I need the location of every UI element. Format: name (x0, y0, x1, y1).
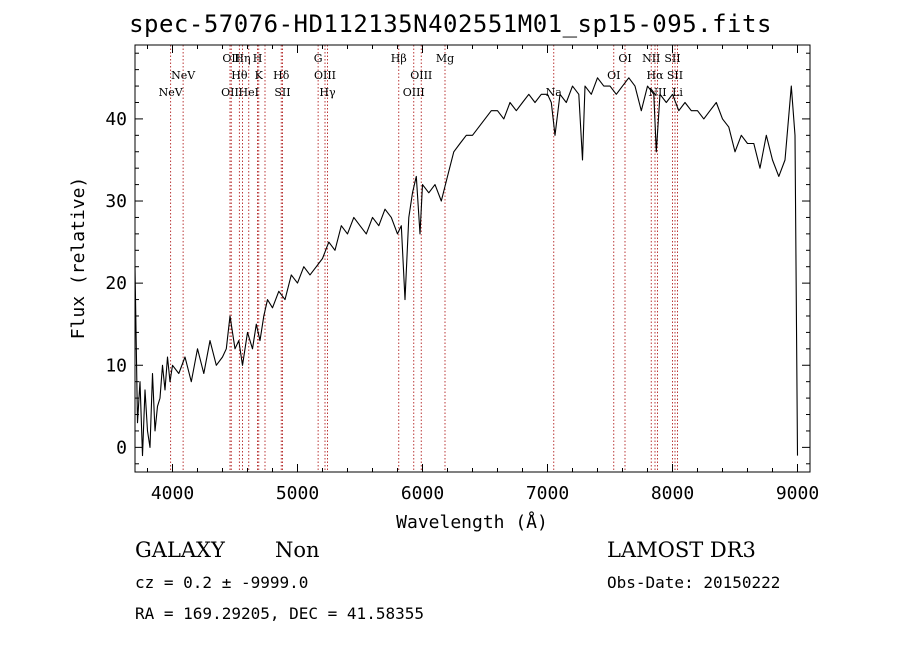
line-marker-label: SII (274, 86, 290, 99)
redshift-line: cz = 0.2 ± -9999.0 (135, 573, 309, 592)
line-marker-label: OIII (410, 69, 432, 82)
x-tick-label: 8000 (651, 483, 694, 504)
line-marker-label: OII (221, 86, 239, 99)
object-subclass: Non (275, 538, 320, 562)
line-marker-label: H (253, 52, 263, 65)
line-marker-label: Hγ (319, 86, 336, 99)
coordinates-line: RA = 169.29205, DEC = 41.58355 (135, 604, 424, 623)
x-tick-label: 5000 (276, 483, 319, 504)
y-tick-label: 20 (105, 273, 127, 294)
x-tick-label: 6000 (401, 483, 444, 504)
x-tick-label: 4000 (151, 483, 194, 504)
line-marker-label: HeI (239, 86, 259, 99)
line-marker-label: OIII (403, 86, 425, 99)
spectrum-series (134, 77, 799, 457)
line-marker-label: OI (618, 52, 631, 65)
y-tick-label: 0 (116, 437, 127, 458)
y-axis-label: Flux (relative) (68, 177, 89, 340)
emission-line-markers (170, 45, 678, 472)
line-marker-label: K (255, 69, 264, 82)
line-marker-label: NeV (159, 86, 184, 99)
y-tick-label: 40 (105, 109, 127, 130)
line-marker-label: Li (672, 86, 683, 99)
line-marker-label: OIII (314, 69, 336, 82)
line-marker-label: Na (546, 86, 563, 99)
line-marker-label: Hθ (231, 69, 248, 82)
line-marker-label: SII (667, 69, 683, 82)
x-tick-label: 9000 (776, 483, 819, 504)
line-marker-label: OI (607, 69, 620, 82)
plot-frame (134, 44, 811, 473)
x-axis-ticks: 4000 5000 6000 7000 8000 9000 (147, 45, 819, 504)
line-marker-label: OII (222, 52, 240, 65)
line-marker-label: Hα (646, 69, 664, 82)
survey-name: LAMOST DR3 (607, 538, 756, 562)
y-tick-label: 10 (105, 355, 127, 376)
line-marker-label: Mg (436, 52, 454, 65)
spectrum-line (134, 77, 799, 457)
x-tick-label: 7000 (526, 483, 569, 504)
line-marker-label: G (314, 52, 323, 65)
line-marker-label: Hδ (273, 69, 290, 82)
object-class: GALAXY (135, 538, 225, 562)
line-marker-label: NeV (171, 69, 196, 82)
x-axis-label: Wavelength (Å) (396, 511, 548, 533)
y-tick-label: 30 (105, 191, 127, 212)
line-marker-label: NII (648, 86, 666, 99)
line-marker-label: Hη (234, 52, 250, 65)
observation-date: Obs-Date: 20150222 (607, 573, 781, 592)
y-axis-ticks: 0 10 20 30 40 (105, 52, 810, 465)
line-marker-label: Hβ (391, 52, 407, 65)
line-marker-label: SII (664, 52, 680, 65)
line-marker-label: NII (642, 52, 660, 65)
chart-title: spec-57076-HD112135N402551M01_sp15-095.f… (129, 10, 772, 38)
